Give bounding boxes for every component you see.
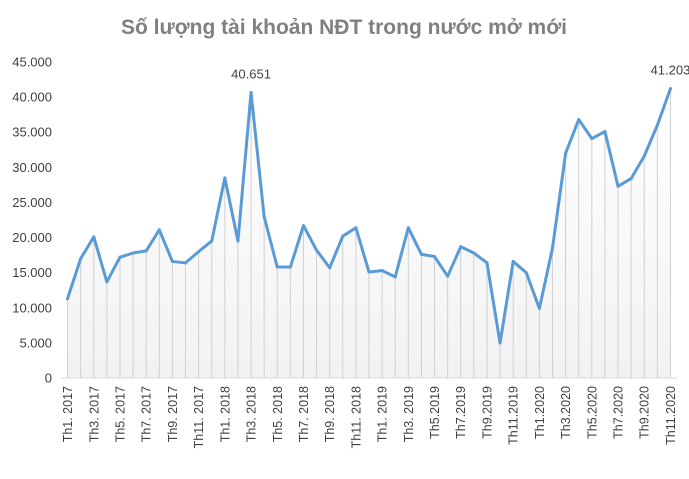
data-point bbox=[301, 224, 305, 228]
area-fill bbox=[67, 88, 671, 378]
data-point bbox=[655, 123, 659, 127]
chart-area-layer bbox=[67, 88, 671, 378]
data-point bbox=[668, 87, 672, 91]
data-point bbox=[511, 259, 515, 263]
data-point bbox=[485, 261, 489, 265]
data-point bbox=[393, 275, 397, 279]
data-point bbox=[105, 280, 109, 284]
data-point bbox=[66, 297, 70, 301]
x-tick-label: Th5.2020 bbox=[585, 386, 599, 439]
data-point bbox=[170, 259, 174, 263]
x-axis-ticks: Th1. 2017 Th3. 2017 Th5. 2017 Th7. 2017 Th9.… bbox=[61, 386, 678, 448]
data-point bbox=[315, 248, 319, 252]
x-tick-label: Th5. 2018 bbox=[271, 386, 285, 442]
data-point bbox=[419, 252, 423, 256]
y-tick-label: 25.000 bbox=[12, 195, 52, 210]
data-point bbox=[354, 226, 358, 230]
data-point bbox=[197, 250, 201, 254]
x-tick-label: Th7.2020 bbox=[612, 386, 626, 439]
y-tick-label: 40.000 bbox=[12, 90, 52, 105]
x-tick-label: Th1. 2018 bbox=[218, 386, 232, 442]
data-point bbox=[550, 246, 554, 250]
data-point bbox=[459, 245, 463, 249]
data-point bbox=[223, 176, 227, 180]
y-tick-label: 30.000 bbox=[12, 160, 52, 175]
x-tick-label: Th3. 2018 bbox=[245, 386, 259, 442]
x-tick-label: Th11. 2017 bbox=[192, 386, 206, 448]
y-tick-label: 0 bbox=[45, 371, 52, 386]
y-tick-label: 45.000 bbox=[12, 55, 52, 70]
data-point bbox=[472, 251, 476, 255]
data-point bbox=[288, 265, 292, 269]
y-tick-label: 10.000 bbox=[12, 300, 52, 315]
x-tick-label: Th1.2020 bbox=[533, 386, 547, 439]
data-point bbox=[275, 265, 279, 269]
data-point bbox=[603, 130, 607, 134]
data-point bbox=[210, 239, 214, 243]
x-tick-label: Th7. 2018 bbox=[297, 386, 311, 442]
x-tick-label: Th3.2020 bbox=[559, 386, 573, 439]
x-tick-label: Th1. 2017 bbox=[61, 386, 75, 442]
data-labels-layer: 40.651 41.203 bbox=[231, 63, 689, 82]
x-tick-label: Th11. 2018 bbox=[349, 386, 363, 448]
data-point bbox=[367, 270, 371, 274]
data-point bbox=[92, 235, 96, 239]
data-point bbox=[590, 137, 594, 141]
data-point bbox=[341, 234, 345, 238]
y-tick-label: 5.000 bbox=[19, 335, 52, 350]
data-point bbox=[157, 228, 161, 232]
data-point bbox=[118, 255, 122, 259]
y-tick-label: 15.000 bbox=[12, 265, 52, 280]
x-tick-label: Th7.2019 bbox=[454, 386, 468, 439]
x-tick-label: Th5. 2017 bbox=[113, 386, 127, 442]
data-point bbox=[249, 91, 253, 95]
data-point bbox=[433, 255, 437, 259]
data-point bbox=[537, 306, 541, 310]
x-tick-label: Th9.2020 bbox=[638, 386, 652, 439]
data-point bbox=[524, 271, 528, 275]
data-point bbox=[236, 239, 240, 243]
data-point bbox=[144, 249, 148, 253]
x-tick-label: Th3. 2017 bbox=[87, 386, 101, 442]
x-tick-label: Th7. 2017 bbox=[140, 386, 154, 442]
y-tick-label: 20.000 bbox=[12, 230, 52, 245]
data-point bbox=[616, 184, 620, 188]
data-point bbox=[446, 274, 450, 278]
x-tick-label: Th9.2019 bbox=[480, 386, 494, 439]
data-label: 40.651 bbox=[231, 67, 271, 82]
x-tick-label: Th1. 2019 bbox=[376, 386, 390, 442]
x-tick-label: Th3. 2019 bbox=[402, 386, 416, 442]
data-point bbox=[262, 214, 266, 218]
data-point bbox=[642, 154, 646, 158]
data-point bbox=[184, 261, 188, 265]
data-point bbox=[629, 177, 633, 181]
drop-lines-layer bbox=[67, 88, 671, 378]
data-point bbox=[328, 266, 332, 270]
data-point bbox=[577, 118, 581, 122]
data-point bbox=[380, 269, 384, 273]
x-tick-label: Th11.2019 bbox=[507, 386, 521, 445]
data-point bbox=[406, 226, 410, 230]
data-label: 41.203 bbox=[651, 63, 689, 78]
data-point bbox=[564, 151, 568, 155]
data-point bbox=[498, 341, 502, 345]
data-point bbox=[79, 257, 83, 261]
y-tick-label: 35.000 bbox=[12, 125, 52, 140]
series-line-layer bbox=[66, 87, 672, 345]
chart-title: Số lượng tài khoản NĐT trong nước mở mới bbox=[121, 16, 567, 39]
x-tick-label: Th5.2019 bbox=[428, 386, 442, 439]
y-axis-ticks: 0 5.000 10.000 15.000 20.000 25.000 30.000 35.0… bbox=[12, 55, 52, 386]
data-point bbox=[131, 251, 135, 255]
x-tick-label: Th9. 2017 bbox=[166, 386, 180, 442]
x-tick-label: Th9. 2018 bbox=[323, 386, 337, 442]
x-tick-label: Th11.2020 bbox=[664, 386, 678, 445]
